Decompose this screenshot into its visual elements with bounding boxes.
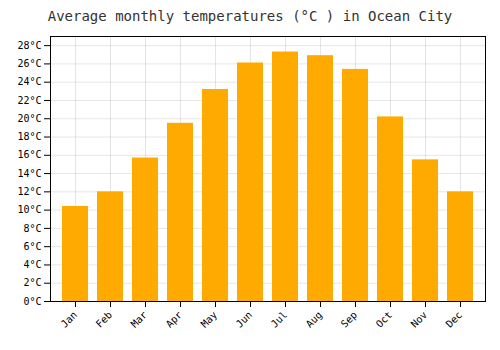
svg-text:Mar: Mar [129, 309, 150, 330]
svg-text:14°C: 14°C [17, 168, 41, 179]
svg-text:24°C: 24°C [17, 76, 41, 87]
svg-text:Oct: Oct [374, 309, 395, 330]
svg-text:Jan: Jan [59, 309, 80, 330]
svg-text:2°C: 2°C [23, 277, 41, 288]
svg-text:10°C: 10°C [17, 204, 41, 215]
svg-text:Jun: Jun [234, 309, 255, 330]
svg-text:Apr: Apr [164, 309, 185, 330]
svg-text:Dec: Dec [444, 309, 465, 330]
svg-text:4°C: 4°C [23, 259, 41, 270]
svg-text:12°C: 12°C [17, 186, 41, 197]
svg-text:6°C: 6°C [23, 241, 41, 252]
svg-text:Jul: Jul [269, 309, 290, 330]
svg-text:18°C: 18°C [17, 131, 41, 142]
svg-text:May: May [199, 309, 220, 330]
svg-text:20°C: 20°C [17, 113, 41, 124]
svg-text:8°C: 8°C [23, 223, 41, 234]
svg-text:Feb: Feb [94, 309, 115, 330]
svg-text:22°C: 22°C [17, 95, 41, 106]
svg-text:Aug: Aug [304, 309, 325, 330]
svg-text:Sep: Sep [339, 309, 360, 330]
svg-text:16°C: 16°C [17, 149, 41, 160]
svg-text:0°C: 0°C [23, 296, 41, 307]
html-text:Average monthly temperatures (: Average monthly temperatures (°C ) in Oc… [47, 8, 453, 24]
svg-text:26°C: 26°C [17, 58, 41, 69]
svg-text:Nov: Nov [409, 309, 430, 330]
svg-text:28°C: 28°C [17, 40, 41, 51]
